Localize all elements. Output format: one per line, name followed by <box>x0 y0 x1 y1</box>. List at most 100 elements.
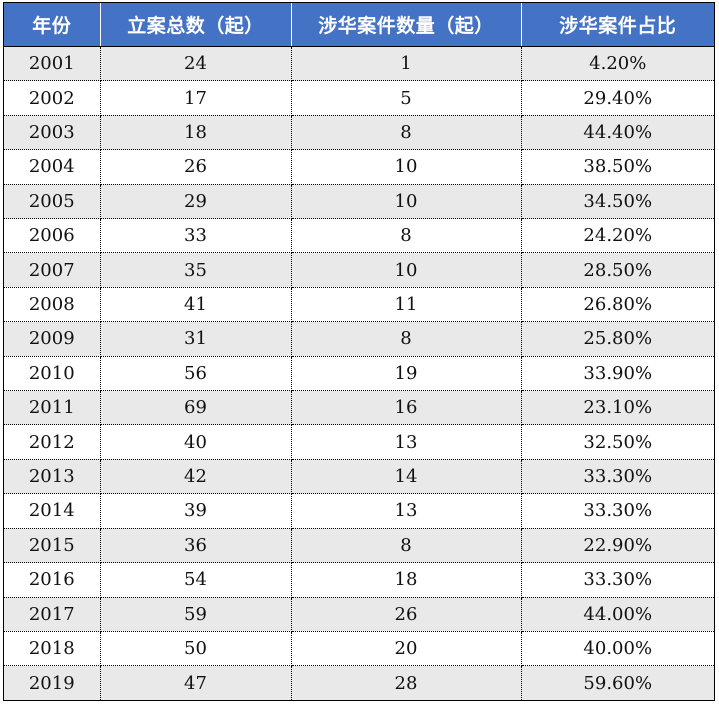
cell-china-cases: 18 <box>291 562 522 598</box>
table-row: 2009 31 8 25.80% <box>4 321 714 357</box>
cell-china-share: 32.50% <box>521 424 714 460</box>
table-row: 2010 56 19 33.90% <box>4 356 714 392</box>
cell-total-cases: 50 <box>100 631 292 667</box>
cell-china-cases: 20 <box>291 631 522 667</box>
cell-china-cases: 13 <box>291 493 522 529</box>
cell-china-cases: 10 <box>291 149 522 185</box>
table-row: 2012 40 13 32.50% <box>4 424 714 460</box>
cell-china-share: 28.50% <box>521 252 714 288</box>
cell-china-cases: 28 <box>291 665 522 700</box>
cell-year: 2015 <box>4 528 101 564</box>
table-row: 2018 50 20 40.00% <box>4 631 714 667</box>
cell-china-share: 22.90% <box>521 528 714 564</box>
table-row: 2017 59 26 44.00% <box>4 597 714 632</box>
cell-china-share: 23.10% <box>521 390 714 426</box>
cell-year: 2006 <box>4 218 101 254</box>
cell-year: 2009 <box>4 321 101 357</box>
cell-china-share: 44.40% <box>521 115 714 151</box>
cell-china-share: 34.50% <box>521 184 714 220</box>
cell-total-cases: 59 <box>100 597 292 632</box>
table-body: 2001 24 1 4.20% 2002 17 5 29.40% 2003 18 8 44.40% 20… <box>4 46 714 700</box>
cell-total-cases: 17 <box>100 80 292 116</box>
cell-year: 2001 <box>4 46 101 82</box>
table-row: 2019 47 28 59.60% <box>4 665 714 700</box>
cell-total-cases: 40 <box>100 424 292 460</box>
cell-china-cases: 10 <box>291 252 522 288</box>
table-row: 2014 39 13 33.30% <box>4 493 714 529</box>
cell-china-cases: 16 <box>291 390 522 426</box>
cell-year: 2010 <box>4 356 101 392</box>
cell-china-share: 25.80% <box>521 321 714 357</box>
cell-year: 2018 <box>4 631 101 667</box>
cell-china-share: 33.30% <box>521 459 714 495</box>
table-row: 2001 24 1 4.20% <box>4 46 714 82</box>
table-row: 2016 54 18 33.30% <box>4 562 714 598</box>
cell-china-share: 26.80% <box>521 287 714 323</box>
cell-china-share: 40.00% <box>521 631 714 667</box>
cell-china-cases: 5 <box>291 80 522 116</box>
table-row: 2008 41 11 26.80% <box>4 287 714 323</box>
cell-china-cases: 11 <box>291 287 522 323</box>
cell-total-cases: 39 <box>100 493 292 529</box>
column-header-total-cases: 立案总数（起） <box>100 3 292 47</box>
table-header: 年份 立案总数（起） 涉华案件数量（起） 涉华案件占比 <box>4 3 714 47</box>
column-header-year: 年份 <box>4 3 101 47</box>
table-row: 2013 42 14 33.30% <box>4 459 714 495</box>
cell-total-cases: 35 <box>100 252 292 288</box>
cell-year: 2013 <box>4 459 101 495</box>
cell-china-cases: 14 <box>291 459 522 495</box>
cell-china-cases: 13 <box>291 424 522 460</box>
cell-total-cases: 26 <box>100 149 292 185</box>
column-header-china-cases: 涉华案件数量（起） <box>291 3 522 47</box>
cell-total-cases: 31 <box>100 321 292 357</box>
table-row: 2011 69 16 23.10% <box>4 390 714 426</box>
cell-china-cases: 8 <box>291 115 522 151</box>
cell-china-share: 24.20% <box>521 218 714 254</box>
table-row: 2005 29 10 34.50% <box>4 184 714 220</box>
cell-year: 2019 <box>4 665 101 700</box>
cell-china-share: 4.20% <box>521 46 714 82</box>
cell-china-cases: 26 <box>291 597 522 632</box>
cell-year: 2016 <box>4 562 101 598</box>
cell-total-cases: 33 <box>100 218 292 254</box>
cell-china-share: 33.30% <box>521 493 714 529</box>
column-header-china-share: 涉华案件占比 <box>521 3 714 47</box>
cell-year: 2007 <box>4 252 101 288</box>
cell-total-cases: 42 <box>100 459 292 495</box>
cell-china-share: 29.40% <box>521 80 714 116</box>
table-row: 2003 18 8 44.40% <box>4 115 714 151</box>
table-row: 2007 35 10 28.50% <box>4 252 714 288</box>
cell-year: 2012 <box>4 424 101 460</box>
cell-year: 2008 <box>4 287 101 323</box>
cell-total-cases: 54 <box>100 562 292 598</box>
cell-total-cases: 69 <box>100 390 292 426</box>
cell-china-share: 59.60% <box>521 665 714 700</box>
cell-total-cases: 41 <box>100 287 292 323</box>
cell-year: 2005 <box>4 184 101 220</box>
table-row: 2006 33 8 24.20% <box>4 218 714 254</box>
data-table: 年份 立案总数（起） 涉华案件数量（起） 涉华案件占比 2001 24 1 4.20%… <box>4 3 714 700</box>
cell-total-cases: 24 <box>100 46 292 82</box>
table-row: 2002 17 5 29.40% <box>4 80 714 116</box>
cell-total-cases: 29 <box>100 184 292 220</box>
cell-china-share: 33.30% <box>521 562 714 598</box>
cell-year: 2004 <box>4 149 101 185</box>
cell-year: 2017 <box>4 597 101 632</box>
cell-china-share: 44.00% <box>521 597 714 632</box>
cell-year: 2003 <box>4 115 101 151</box>
cell-total-cases: 47 <box>100 665 292 700</box>
data-table-container: 年份 立案总数（起） 涉华案件数量（起） 涉华案件占比 2001 24 1 4.20%… <box>3 2 715 701</box>
table-row: 2004 26 10 38.50% <box>4 149 714 185</box>
cell-total-cases: 18 <box>100 115 292 151</box>
cell-china-cases: 1 <box>291 46 522 82</box>
cell-year: 2002 <box>4 80 101 116</box>
cell-year: 2011 <box>4 390 101 426</box>
cell-year: 2014 <box>4 493 101 529</box>
cell-total-cases: 36 <box>100 528 292 564</box>
cell-china-cases: 19 <box>291 356 522 392</box>
cell-china-share: 33.90% <box>521 356 714 392</box>
table-row: 2015 36 8 22.90% <box>4 528 714 564</box>
cell-china-share: 38.50% <box>521 149 714 185</box>
cell-china-cases: 10 <box>291 184 522 220</box>
header-row: 年份 立案总数（起） 涉华案件数量（起） 涉华案件占比 <box>4 3 714 47</box>
